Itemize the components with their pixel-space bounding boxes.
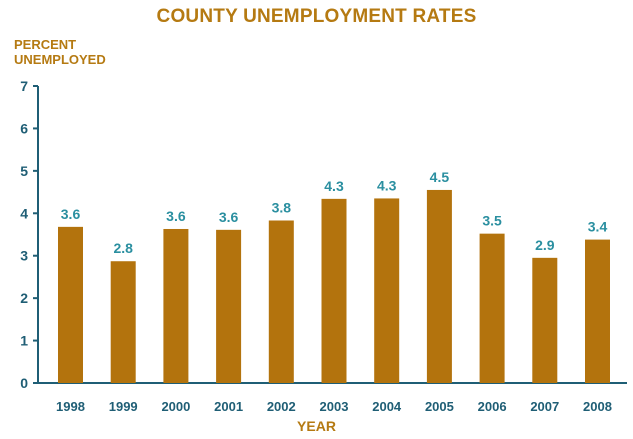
bar xyxy=(479,233,505,383)
data-label: 3.6 xyxy=(61,206,81,222)
x-tick-label: 2003 xyxy=(320,399,349,414)
x-tick-label: 2007 xyxy=(530,399,559,414)
y-tick-label: 3 xyxy=(20,248,28,264)
bar xyxy=(532,257,558,383)
x-tick-label: 1998 xyxy=(56,399,85,414)
bar xyxy=(374,198,400,383)
chart-title: COUNTY UNEMPLOYMENT RATES xyxy=(156,6,477,27)
x-tick-label: 2005 xyxy=(425,399,454,414)
data-label: 3.8 xyxy=(272,199,292,215)
bar xyxy=(163,228,189,383)
y-tick-label: 7 xyxy=(20,78,28,94)
x-tick-label: 2002 xyxy=(267,399,296,414)
x-tick-label: 2000 xyxy=(161,399,190,414)
data-label: 3.6 xyxy=(219,209,239,225)
data-label: 3.5 xyxy=(482,213,502,229)
bar xyxy=(426,189,452,383)
x-tick-label: 2004 xyxy=(372,399,402,414)
bar xyxy=(110,261,136,383)
y-tick-label: 5 xyxy=(20,163,28,179)
y-tick-label: 6 xyxy=(20,120,28,136)
y-tick-label: 4 xyxy=(20,205,28,221)
y-tick-label: 0 xyxy=(20,375,28,391)
bar xyxy=(585,239,610,383)
y-tick-label: 2 xyxy=(20,290,28,306)
bar xyxy=(268,220,294,383)
bar xyxy=(216,229,242,383)
x-tick-label: 2006 xyxy=(478,399,507,414)
data-label: 4.3 xyxy=(377,177,397,193)
data-label: 3.4 xyxy=(588,219,608,235)
y-axis-label: PERCENT UNEMPLOYED xyxy=(14,37,106,67)
data-label: 3.6 xyxy=(166,208,186,224)
bar xyxy=(58,226,83,383)
x-tick-label: 1999 xyxy=(109,399,138,414)
data-label: 2.9 xyxy=(535,237,555,253)
data-label: 4.3 xyxy=(324,178,344,194)
x-tick-label: 2001 xyxy=(214,399,243,414)
data-label: 4.5 xyxy=(430,169,450,185)
y-tick-label: 1 xyxy=(20,333,28,349)
data-label: 2.8 xyxy=(113,240,133,256)
x-tick-label: 2008 xyxy=(583,399,612,414)
x-axis-label: YEAR xyxy=(297,418,336,434)
bar xyxy=(321,198,347,383)
